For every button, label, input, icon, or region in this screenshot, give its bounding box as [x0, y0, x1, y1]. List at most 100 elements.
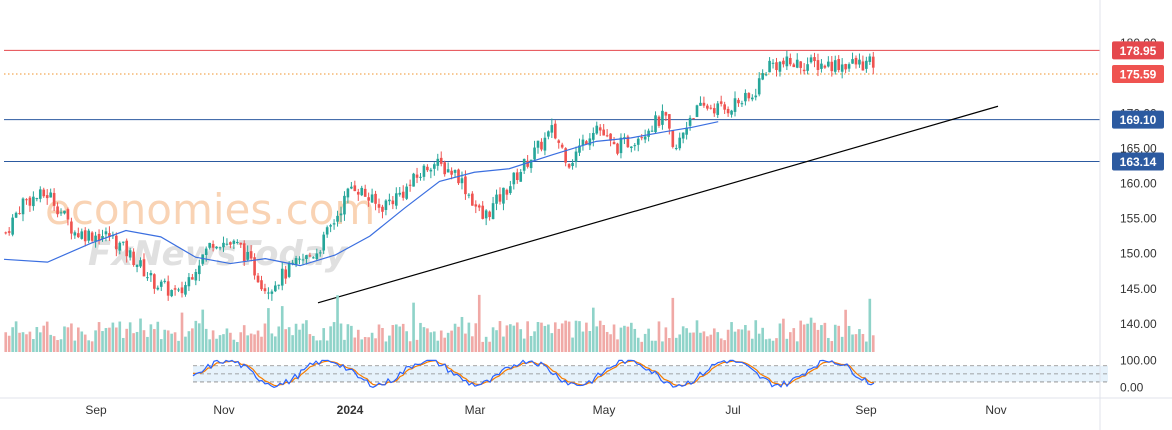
- volume-bar: [350, 325, 353, 352]
- candle-body: [377, 204, 381, 208]
- volume-bar: [654, 340, 657, 352]
- candle-body: [336, 215, 339, 222]
- level-labels: 178.95 175.59 169.10 163.14: [1112, 41, 1164, 171]
- candle-body: [401, 191, 405, 198]
- volume-bar: [339, 323, 343, 352]
- candle-body: [647, 130, 650, 137]
- candle-body: [695, 105, 699, 117]
- candle-body: [97, 233, 101, 241]
- candle-body: [719, 101, 723, 104]
- candle-body: [101, 236, 104, 239]
- candle-body: [598, 127, 602, 131]
- candle-body: [408, 184, 412, 186]
- candle-body: [439, 157, 443, 164]
- candle-body: [730, 110, 733, 115]
- candle-body: [502, 187, 505, 204]
- candle-body: [865, 60, 868, 69]
- volume-bar: [681, 326, 685, 352]
- volume-bar: [695, 320, 699, 352]
- candle-body: [291, 262, 294, 264]
- candle-body: [325, 227, 329, 235]
- candle-body: [346, 188, 350, 198]
- candle-body: [771, 62, 775, 64]
- volume-bar: [861, 333, 865, 352]
- volume-bar: [332, 322, 336, 352]
- candle-body: [837, 59, 841, 70]
- volume-bar: [73, 340, 77, 352]
- volume-bar: [408, 341, 412, 352]
- volume-bar: [723, 340, 726, 352]
- volume-bar: [477, 294, 481, 352]
- candle-body: [671, 130, 675, 147]
- volume-bar: [146, 336, 149, 352]
- volume-bar: [381, 327, 384, 352]
- volume-bar: [184, 336, 187, 352]
- volume-bar: [426, 328, 429, 352]
- candle-body: [115, 235, 118, 250]
- candle-body: [173, 288, 177, 290]
- volume-bar: [201, 309, 205, 352]
- candle-body: [350, 186, 353, 189]
- candle-body: [391, 200, 395, 205]
- level-label: 169.10: [1120, 113, 1157, 127]
- candle-body: [844, 64, 847, 70]
- candle-body: [242, 243, 246, 262]
- volume-bar: [443, 337, 446, 352]
- candle-body: [450, 170, 453, 175]
- volume-bar: [346, 324, 350, 352]
- candle-body: [526, 160, 529, 167]
- volume-bar: [415, 339, 419, 352]
- volume-bar: [4, 332, 8, 352]
- candle-body: [778, 61, 782, 72]
- volume-bar: [764, 339, 768, 352]
- volume-bar: [823, 322, 827, 352]
- volume-bar: [529, 335, 533, 352]
- volume-bar: [45, 321, 49, 352]
- candle-body: [80, 231, 84, 239]
- volume-bar: [239, 332, 243, 352]
- watermark: economies.com FxNewsToday: [45, 185, 375, 274]
- volume-bar: [795, 341, 799, 352]
- volume-bar: [270, 333, 274, 352]
- volume-bar: [139, 318, 142, 352]
- volume-bar: [674, 337, 678, 352]
- volume-bar: [712, 328, 716, 352]
- candle-body: [277, 284, 281, 286]
- volume-bar: [757, 333, 761, 352]
- candle-body: [685, 127, 688, 135]
- candle-body: [146, 277, 149, 279]
- stoch-k-line: [192, 359, 875, 388]
- candle-body: [356, 191, 360, 195]
- volume-bar: [574, 320, 578, 352]
- candle-body: [412, 173, 415, 187]
- volume-bar: [471, 336, 474, 352]
- volume-bar: [90, 341, 94, 352]
- volume-bar: [868, 298, 872, 352]
- volume-bar: [754, 320, 758, 352]
- candle-body: [419, 176, 422, 178]
- candle-body: [782, 60, 785, 65]
- candle-body: [522, 158, 526, 171]
- volume-bar: [661, 341, 664, 352]
- volume-bar: [474, 323, 478, 352]
- volume-bar: [602, 325, 605, 352]
- candle-body: [360, 187, 364, 196]
- candle-body: [581, 139, 585, 146]
- candle-body: [225, 243, 229, 245]
- candle-body: [204, 248, 208, 255]
- candle-body: [716, 103, 720, 115]
- volume-bar: [263, 323, 267, 352]
- volume-bar: [132, 333, 135, 352]
- candle-body: [87, 230, 90, 241]
- candle-body: [70, 221, 73, 234]
- volume-bar: [668, 338, 671, 352]
- volume-bar: [429, 332, 433, 352]
- volume-bar: [436, 340, 440, 352]
- volume-bar: [87, 340, 90, 352]
- candle-body: [260, 280, 263, 290]
- time-tick-label: Sep: [85, 403, 107, 417]
- volume-bar: [671, 297, 675, 352]
- candle-body: [132, 251, 135, 266]
- candle-body: [249, 251, 253, 259]
